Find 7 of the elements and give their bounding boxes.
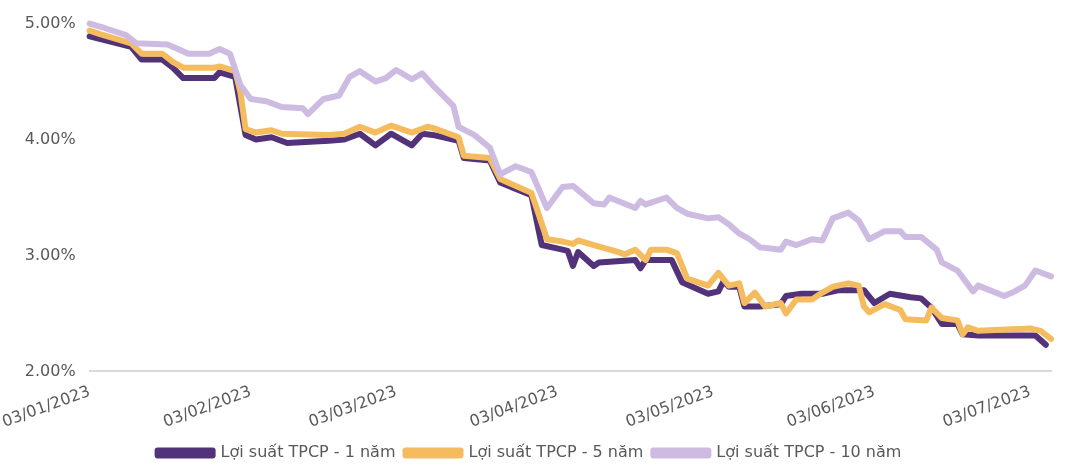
y-tick-label: 3.00% bbox=[24, 244, 76, 264]
y-tick-label: 2.00% bbox=[24, 360, 76, 380]
legend-label: Lợi suất TPCP - 10 năm bbox=[716, 442, 902, 462]
y-tick-label: 4.00% bbox=[24, 128, 76, 148]
legend-label: Lợi suất TPCP - 1 năm bbox=[220, 442, 396, 462]
legend-label: Lợi suất TPCP - 5 năm bbox=[468, 442, 644, 462]
y-tick-label: 5.00% bbox=[24, 12, 76, 32]
